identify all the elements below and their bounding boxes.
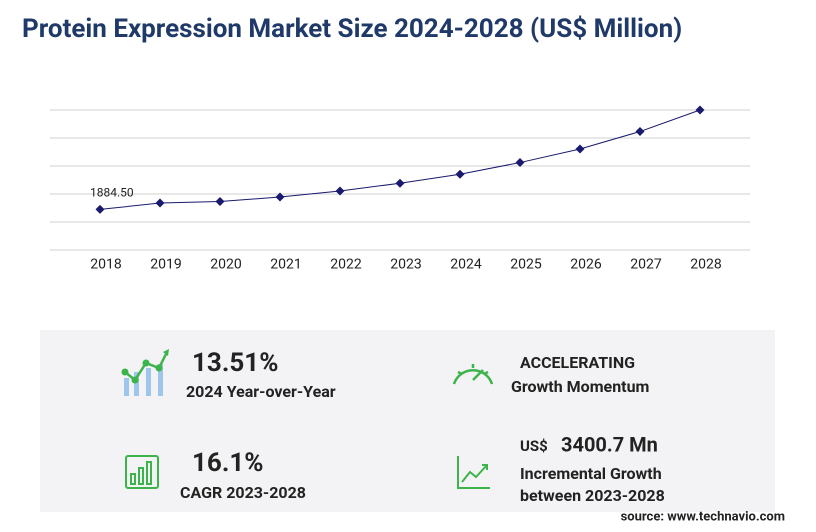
stat-label: 2024 Year-over-Year: [186, 382, 336, 401]
source: source: www.technavio.com: [621, 509, 785, 524]
x-tick-label: 2028: [690, 257, 722, 273]
trend-icon: [457, 456, 490, 489]
growth-icon: [121, 349, 169, 396]
stat-label: Incremental Growth: [520, 464, 662, 483]
marker: [95, 204, 105, 214]
marker: [395, 178, 405, 188]
x-tick-label: 2025: [510, 257, 542, 273]
stat-value: 13.51%: [192, 348, 278, 378]
stat-label: between 2023-2028: [520, 486, 665, 505]
stat-value: ACCELERATING: [520, 353, 635, 372]
x-tick-label: 2022: [330, 257, 362, 273]
bars-icon: [125, 455, 159, 489]
x-tick-label: 2026: [570, 257, 602, 273]
x-tick-label: 2023: [390, 257, 421, 273]
stat-prefix: US$: [520, 437, 548, 455]
x-tick-label: 2024: [450, 257, 482, 273]
marker: [215, 197, 225, 207]
x-tick-label: 2020: [210, 257, 242, 273]
marker: [575, 144, 585, 154]
x-tick-label: 2021: [270, 257, 301, 273]
marker: [335, 186, 345, 196]
stat-value: 16.1%: [192, 448, 264, 478]
stat-value: 3400.7 Mn: [561, 432, 658, 456]
marker: [695, 105, 705, 115]
marker: [635, 127, 645, 137]
stat-label: CAGR 2023-2028: [180, 483, 306, 502]
x-tick-label: 2019: [150, 257, 181, 273]
marker: [275, 192, 285, 202]
marker: [155, 198, 165, 208]
stat-label: Growth Momentum: [511, 377, 649, 396]
gauge-icon: [452, 364, 494, 385]
chart-title: Protein Expression Market Size 2024-2028…: [22, 14, 682, 44]
marker: [455, 169, 465, 179]
marker: [515, 158, 525, 168]
x-tick-label: 2018: [90, 257, 122, 273]
x-tick-label: 2027: [630, 257, 662, 273]
value-label: 1884.50: [90, 186, 134, 200]
